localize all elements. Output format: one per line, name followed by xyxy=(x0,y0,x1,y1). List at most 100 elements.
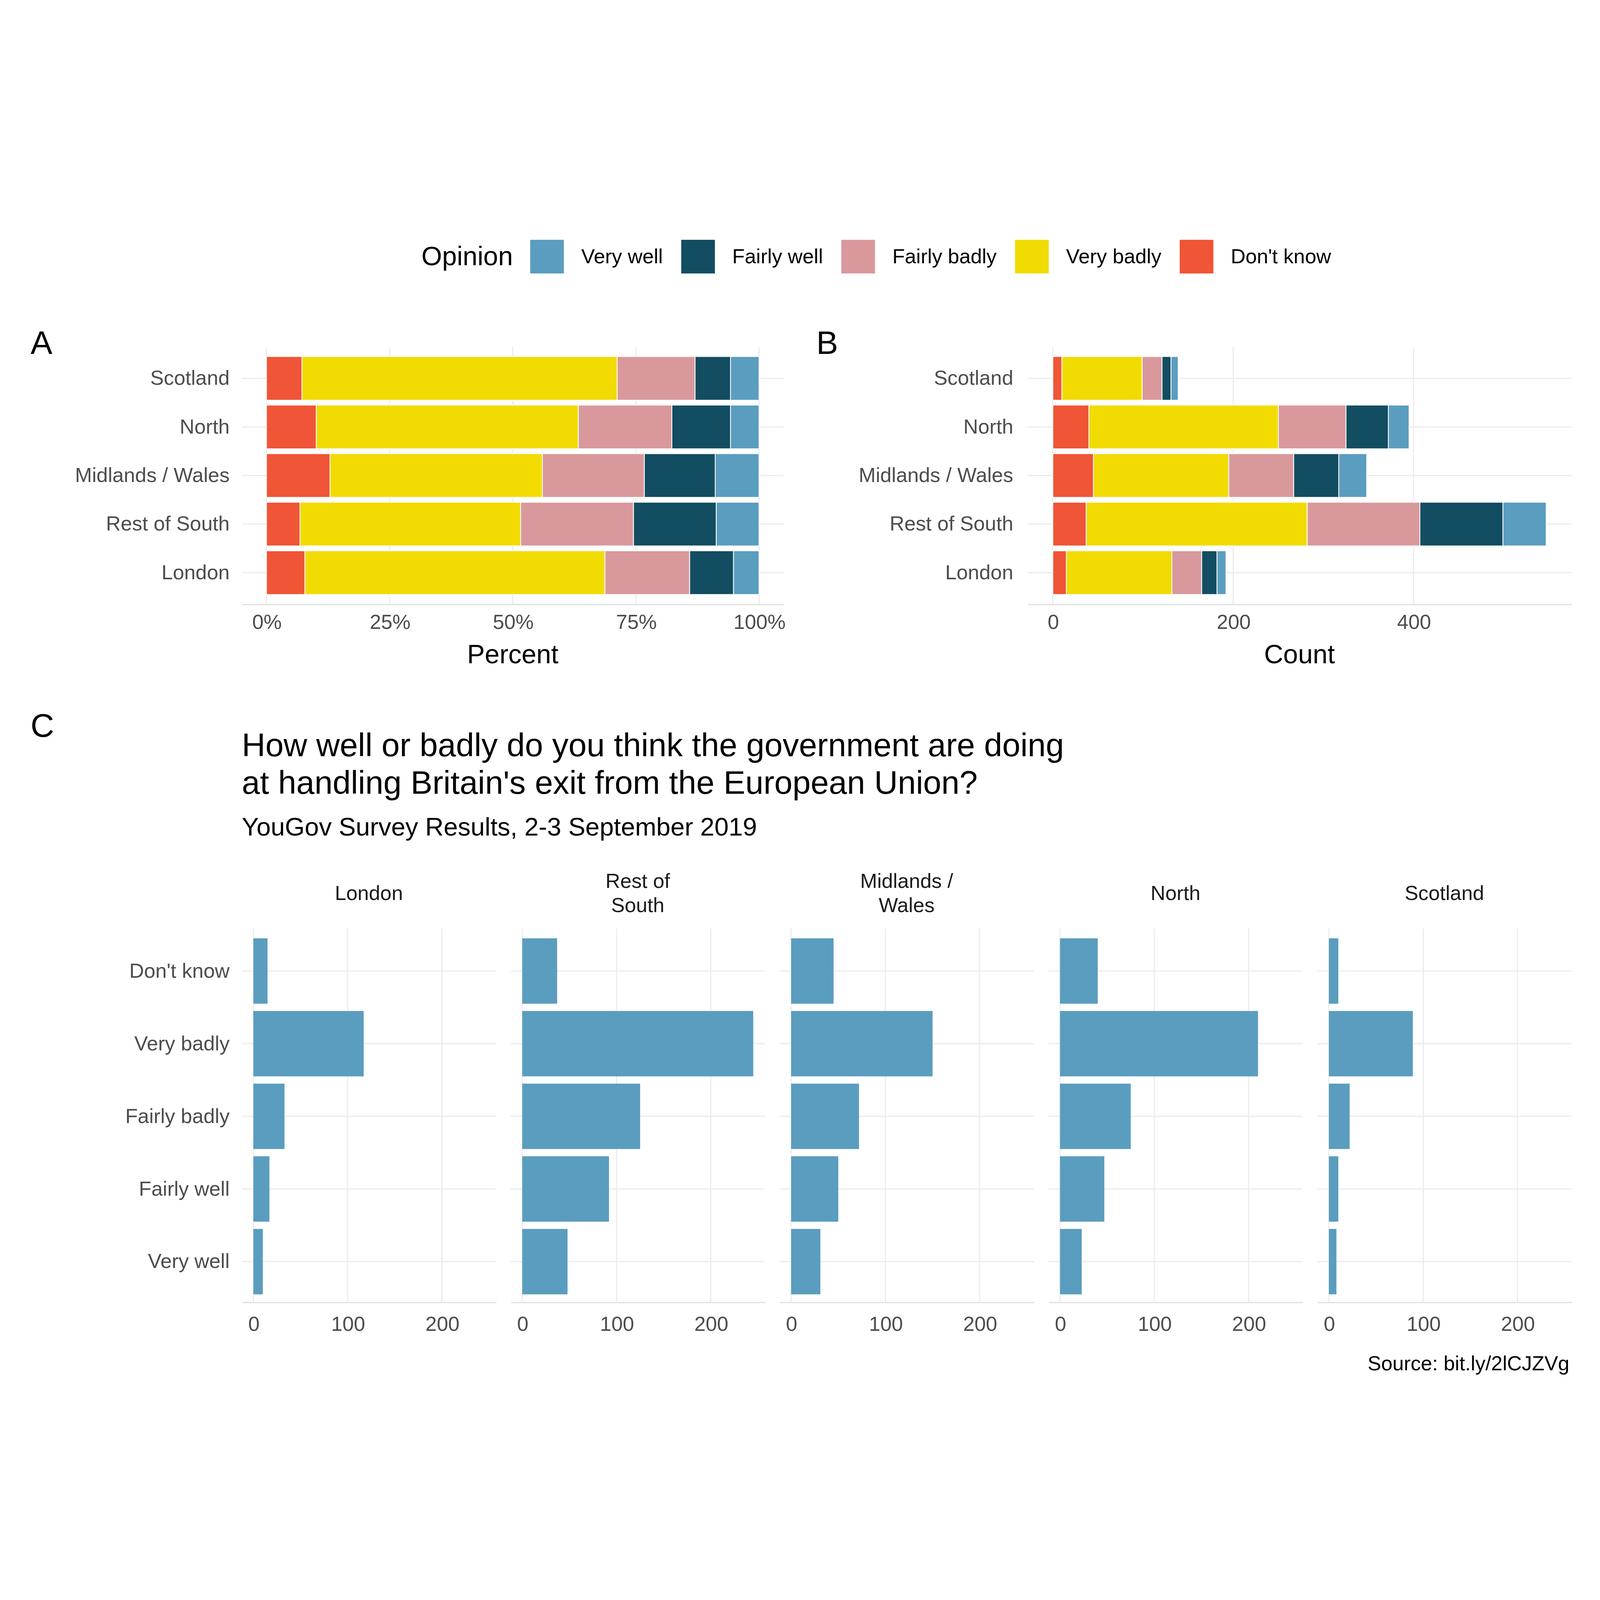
bar xyxy=(1328,1228,1337,1295)
tick-label: 100 xyxy=(1137,1312,1172,1336)
facet: 0100200 xyxy=(1317,928,1572,1336)
y-axis: Scotland North Midlands / Wales Rest of Sou… xyxy=(75,366,242,584)
bar xyxy=(791,1228,821,1295)
bars xyxy=(1052,356,1547,595)
x-axis: 0100200 xyxy=(780,1301,1034,1336)
bar-segment xyxy=(730,356,759,401)
grid-line xyxy=(1153,928,1156,1302)
facet-label: North xyxy=(1150,881,1201,905)
bar-segment xyxy=(617,356,695,401)
panel: 0200400ScotlandNorthMidlands / WalesRest… xyxy=(858,346,1572,634)
grid-line xyxy=(1317,1260,1572,1263)
bar-segment xyxy=(1052,502,1086,547)
x-axis: 0100200 xyxy=(1048,1301,1303,1336)
facet-label: Rest ofSouth xyxy=(605,869,671,917)
bar-segment xyxy=(1307,502,1420,547)
bar-segment xyxy=(633,502,717,547)
bar-segment xyxy=(316,405,579,449)
facet-label-line: South xyxy=(610,893,665,917)
facet-label: London xyxy=(334,881,403,905)
chart-title-line: at handling Britain's exit from the Euro… xyxy=(241,764,978,801)
tick-label: 200 xyxy=(963,1312,998,1336)
tick: Very well xyxy=(148,1249,242,1273)
tick: Rest of South xyxy=(105,512,242,535)
bar xyxy=(1060,1083,1131,1149)
legend-label: Very badly xyxy=(1066,244,1162,268)
bar xyxy=(522,1083,641,1149)
bar-segment xyxy=(1052,550,1067,595)
tick: Midlands / Wales xyxy=(75,463,242,487)
bar xyxy=(791,1010,933,1077)
bar-segment xyxy=(1171,550,1202,595)
grid-line xyxy=(441,928,443,1302)
tick-label: Rest of South xyxy=(889,512,1014,535)
tick: Scotland xyxy=(933,366,1028,390)
bar xyxy=(253,1010,364,1077)
x-axis: 0%25%50%75%100% xyxy=(242,603,786,633)
bar xyxy=(253,938,268,1004)
tick: Scotland xyxy=(150,366,242,390)
tick: London xyxy=(161,560,242,584)
bar-segment xyxy=(305,550,606,595)
tick-label: Fairly well xyxy=(139,1177,230,1200)
tick-label: North xyxy=(179,415,230,438)
chart-canvas: 0%25%50%75%100%ScotlandNorthMidlands / W… xyxy=(0,0,1600,1600)
legend-swatch xyxy=(841,239,875,274)
grid-line xyxy=(1048,1260,1303,1263)
tick-label: 200 xyxy=(1216,610,1251,634)
x-axis: 0100200 xyxy=(1317,1301,1572,1336)
bar xyxy=(253,1083,285,1149)
bar-segment xyxy=(1278,405,1346,449)
facet: 0100200 xyxy=(779,928,1035,1336)
tick: Midlands / Wales xyxy=(858,463,1028,487)
grid-line xyxy=(710,928,712,1302)
tick: North xyxy=(179,415,242,438)
chart-title-line: How well or badly do you think the gover… xyxy=(241,726,1065,764)
facet-label-line: Wales xyxy=(878,893,935,917)
panel-tag: C xyxy=(30,707,54,744)
facet-label: Scotland xyxy=(1404,881,1484,905)
bar-segment xyxy=(301,356,618,401)
bar-segment xyxy=(300,502,521,547)
legend-title: Opinion xyxy=(421,241,513,271)
grid-line xyxy=(1317,1115,1572,1117)
bar xyxy=(1328,938,1339,1004)
grid xyxy=(241,928,496,1302)
tick: 200 xyxy=(1500,1301,1535,1336)
bar xyxy=(791,938,834,1004)
axis-line xyxy=(1028,603,1572,606)
bar xyxy=(522,938,558,1004)
axis-title: Percent xyxy=(467,639,559,669)
bars xyxy=(1328,938,1413,1295)
bar-segment xyxy=(671,405,731,449)
tick-label: 400 xyxy=(1397,610,1432,634)
tick-label: 200 xyxy=(1232,1312,1267,1336)
bar-segment xyxy=(520,502,634,547)
axis-line xyxy=(511,1301,766,1304)
tick-label: 50% xyxy=(492,610,534,634)
bar xyxy=(253,1156,270,1222)
bar-segment xyxy=(1086,502,1308,547)
bar xyxy=(1328,1156,1339,1222)
tick: London xyxy=(945,560,1028,584)
tick-label: 75% xyxy=(616,610,658,634)
chart-subtitle: YouGov Survey Results, 2-3 September 201… xyxy=(241,812,758,842)
tick: 100 xyxy=(600,1301,634,1336)
grid xyxy=(1027,346,1572,604)
tick: North xyxy=(963,415,1028,438)
bar-segment xyxy=(330,453,543,498)
bar-segment xyxy=(716,502,759,547)
bar-segment xyxy=(1162,356,1172,401)
bar-segment xyxy=(1338,453,1367,498)
bar-segment xyxy=(694,356,731,401)
tick: 200 xyxy=(1216,603,1251,633)
grid-line xyxy=(1248,928,1250,1302)
bar-segment xyxy=(1502,502,1547,547)
bar xyxy=(1060,1156,1105,1222)
grid-line xyxy=(347,928,349,1302)
axis-line xyxy=(1317,1301,1572,1304)
legend-swatch xyxy=(530,239,564,274)
tick-label: Midlands / Wales xyxy=(858,463,1014,487)
legend: OpinionVery wellFairly wellFairly badlyV… xyxy=(421,239,1332,274)
bar-segment xyxy=(266,405,317,449)
